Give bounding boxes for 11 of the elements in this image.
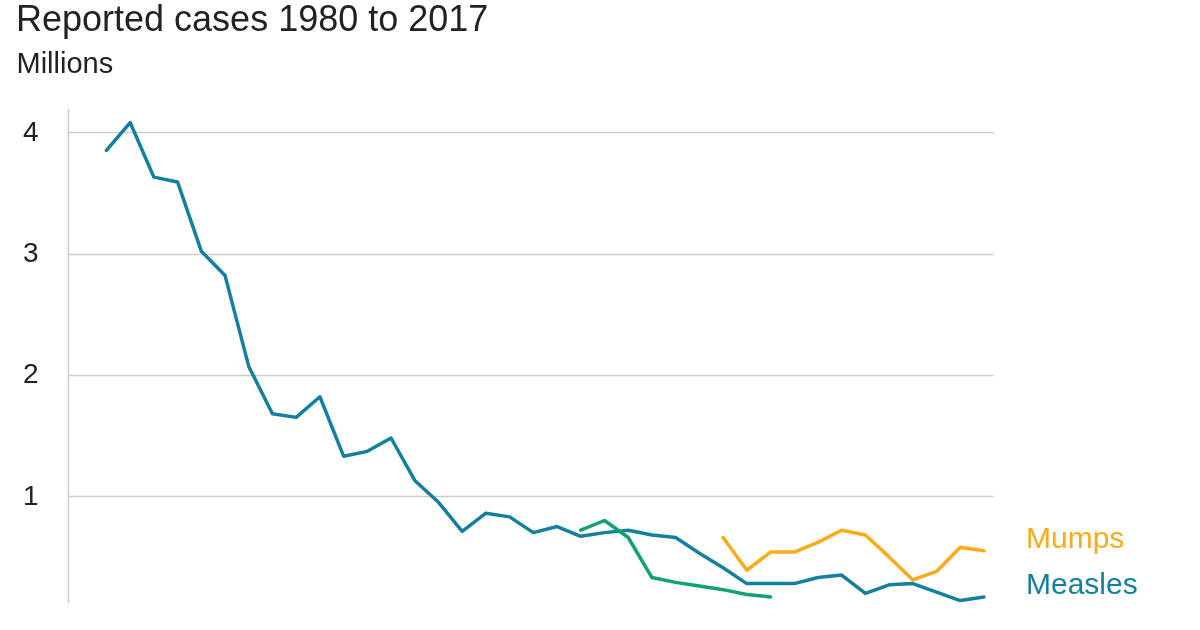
line-series [579, 518, 773, 599]
y-tick-label: 4 [22, 115, 39, 147]
y-tick-label: 2 [22, 358, 39, 390]
y-tick-label: 1 [22, 479, 39, 511]
series-label: Measles [1025, 566, 1138, 600]
line-series [104, 120, 986, 603]
series-label: Mumps [1025, 520, 1125, 554]
y-tick-label: 3 [22, 237, 39, 269]
line-series [721, 528, 986, 582]
y-axis-title: Millions [16, 46, 114, 79]
chart-title: Reported cases 1980 to 2017 [16, 0, 489, 39]
